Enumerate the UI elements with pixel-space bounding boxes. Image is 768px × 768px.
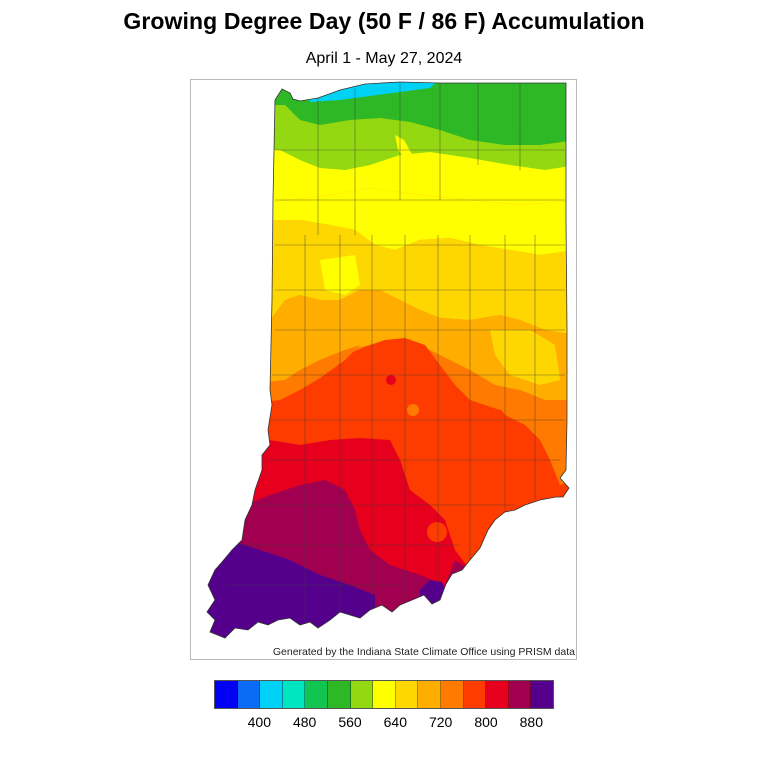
map-credit: Generated by the Indiana State Climate O… bbox=[272, 646, 575, 658]
chart-title: Growing Degree Day (50 F / 86 F) Accumul… bbox=[123, 8, 645, 34]
colorbar-tick-label: 880 bbox=[519, 714, 544, 730]
colorbar bbox=[214, 680, 554, 709]
colorbar-swatch bbox=[215, 681, 238, 708]
colorbar-swatch bbox=[418, 681, 441, 708]
colorbar-swatch bbox=[350, 681, 374, 708]
colorbar-swatch bbox=[237, 681, 261, 708]
colorbar-tick-label: 720 bbox=[428, 714, 453, 730]
state-outline bbox=[206, 81, 570, 639]
colorbar-tick-label: 400 bbox=[247, 714, 272, 730]
map-frame bbox=[190, 79, 577, 660]
colorbar-swatch bbox=[327, 681, 351, 708]
colorbar-tick-label: 640 bbox=[383, 714, 408, 730]
colorbar-swatch bbox=[440, 681, 464, 708]
colorbar-swatch bbox=[395, 681, 419, 708]
colorbar-swatch bbox=[305, 681, 328, 708]
chart-subtitle: April 1 - May 27, 2024 bbox=[305, 50, 463, 67]
colorbar-swatch bbox=[531, 681, 553, 708]
colorbar-swatch bbox=[463, 681, 487, 708]
colorbar-tick-label: 560 bbox=[338, 714, 362, 730]
colorbar-swatch bbox=[282, 681, 306, 708]
colorbar-swatch bbox=[260, 681, 283, 708]
colorbar-labels: 400 480 560 640 720 800 880 bbox=[214, 714, 554, 734]
colorbar-tick-label: 480 bbox=[292, 714, 317, 730]
colorbar-tick-label: 800 bbox=[474, 714, 498, 730]
colorbar-swatch bbox=[508, 681, 532, 708]
colorbar-swatch bbox=[486, 681, 509, 708]
colorbar-swatch bbox=[373, 681, 396, 708]
